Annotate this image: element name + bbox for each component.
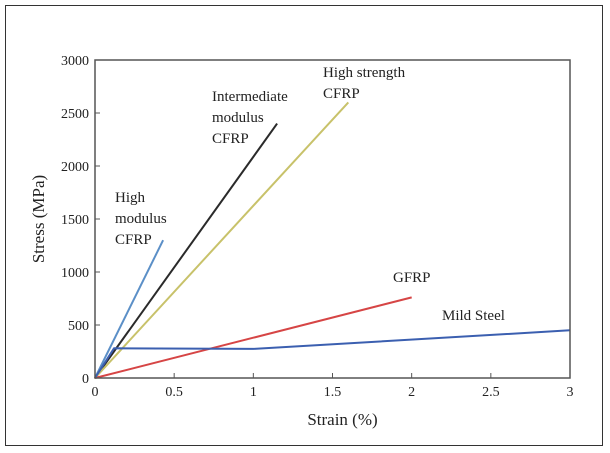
y-tick-label: 1000: [61, 266, 89, 281]
series-label-high-modulus-cfrp: modulus: [115, 211, 167, 227]
series-line-mild-steel: [94, 329, 571, 379]
y-tick-label: 2000: [61, 160, 89, 175]
x-tick-label: 2: [408, 385, 415, 400]
x-tick-label: 0.5: [165, 385, 183, 400]
series-line-high-modulus-cfrp: [94, 239, 164, 379]
x-axis-title: Strain (%): [307, 410, 377, 429]
series-label-high-strength-cfrp: High strength: [323, 65, 406, 81]
series-label-gfrp: GFRP: [393, 270, 431, 286]
series-line-intermediate-modulus-cfrp: [94, 123, 278, 379]
x-tick-label: 1: [250, 385, 257, 400]
series-label-high-strength-cfrp: CFRP: [323, 86, 360, 102]
y-tick-label: 2500: [61, 107, 89, 122]
x-tick-label: 3: [567, 385, 574, 400]
y-tick-label: 500: [68, 319, 89, 334]
y-axis-title: Stress (MPa): [29, 175, 48, 263]
series-label-intermediate-modulus-cfrp: modulus: [212, 110, 264, 126]
series-label-intermediate-modulus-cfrp: Intermediate: [212, 89, 288, 105]
x-tick-label: 1.5: [324, 385, 342, 400]
y-tick-label: 3000: [61, 54, 89, 69]
y-tick-label: 0: [82, 372, 89, 387]
series-label-mild-steel: Mild Steel: [442, 308, 505, 324]
series-label-intermediate-modulus-cfrp: CFRP: [212, 131, 249, 147]
series-label-high-modulus-cfrp: High: [115, 190, 146, 206]
y-tick-label: 1500: [61, 213, 89, 228]
x-tick-label: 2.5: [482, 385, 500, 400]
series-line-high-strength-cfrp: [94, 101, 350, 379]
x-tick-label: 0: [92, 385, 99, 400]
plot-area-border: [94, 59, 571, 379]
series-label-high-modulus-cfrp: CFRP: [115, 232, 152, 248]
figure-frame: [5, 5, 603, 446]
series-line-gfrp: [94, 296, 412, 379]
